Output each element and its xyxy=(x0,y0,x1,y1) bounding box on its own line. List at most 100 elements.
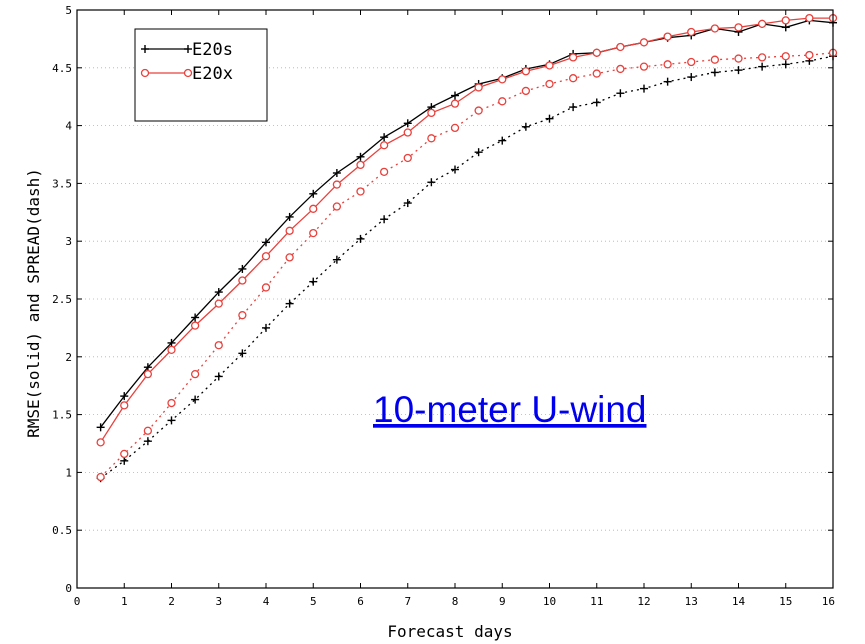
e20x-spread-point xyxy=(616,64,625,74)
legend-marker-e20x xyxy=(183,68,193,78)
e20s-spread-point xyxy=(592,98,601,107)
e20x-spread-point xyxy=(190,369,200,379)
x-tick-label: 0 xyxy=(74,595,81,608)
y-tick-label: 0 xyxy=(65,582,72,595)
e20s-spread-point xyxy=(758,62,767,71)
e20s-spread-point xyxy=(120,456,129,465)
e20x-rmse-point xyxy=(805,13,814,23)
axis-ticks: 00.511.522.533.544.550 1 2 3 4 5 6 7 8 9 10 11 12 13 1… xyxy=(52,4,835,608)
e20s-spread-point xyxy=(734,66,743,75)
e20s-spread-point xyxy=(332,255,341,264)
e20s-spread-point xyxy=(356,234,365,243)
e20x-rmse-point xyxy=(687,27,696,37)
e20s-spread-point xyxy=(569,103,578,112)
e20x-spread-point xyxy=(379,167,389,176)
e20x-spread-point xyxy=(498,97,507,106)
e20x-spread-point xyxy=(639,62,649,71)
x-tick-label: 12 xyxy=(637,595,650,608)
y-tick-label: 4 xyxy=(65,120,72,133)
y-tick-label: 1.5 xyxy=(52,409,72,422)
e20s-spread-point xyxy=(167,416,176,425)
e20x-spread-point xyxy=(568,74,578,83)
legend-box xyxy=(134,28,268,122)
y-tick-label: 5 xyxy=(65,4,72,17)
e20x-spread-point xyxy=(96,472,105,482)
e20s-spread-point xyxy=(545,114,554,123)
e20s-spread-point xyxy=(474,148,483,157)
e20s-spread-point xyxy=(309,277,318,286)
y-tick-label: 3 xyxy=(65,235,72,248)
legend-marker-e20s xyxy=(141,45,149,53)
y-axis-title: RMSE(solid) and SPREAD(dash) xyxy=(24,168,43,438)
e20x-rmse-point xyxy=(96,438,105,447)
y-tick-label: 1 xyxy=(65,466,72,479)
e20x-rmse-point xyxy=(120,401,129,410)
e20x-rmse-point xyxy=(356,160,365,170)
e20x-spread-point xyxy=(450,123,460,133)
x-tick-label: 5 xyxy=(310,595,317,608)
e20x-rmse-point xyxy=(403,128,412,137)
e20s-rmse-point xyxy=(143,363,152,372)
e20s-spread-point xyxy=(687,73,696,82)
e20x-rmse-point xyxy=(545,61,554,70)
e20s-rmse-point xyxy=(214,288,223,297)
e20x-rmse-point xyxy=(285,226,294,235)
e20x-rmse-point xyxy=(616,42,625,52)
x-tick-label: 13 xyxy=(685,595,698,608)
e20x-spread-point xyxy=(285,253,294,262)
x-tick-label: 1 xyxy=(121,595,128,608)
e20s-rmse-point xyxy=(332,168,341,177)
e20x-rmse-point xyxy=(450,99,460,108)
y-tick-label: 4.5 xyxy=(52,62,72,75)
e20x-spread-point xyxy=(545,79,554,89)
e20s-rmse-point xyxy=(262,238,270,247)
e20s-rmse-point xyxy=(285,212,294,221)
e20s-spread-point xyxy=(640,84,648,93)
e20x-rmse-point xyxy=(781,16,790,25)
e20s-rmse-point xyxy=(238,264,247,273)
e20s-spread-point xyxy=(498,136,507,145)
e20s-rmse-point xyxy=(167,338,176,347)
x-tick-label: 10 xyxy=(543,595,556,608)
x-tick-label: 6 xyxy=(357,595,364,608)
e20x-rmse-point xyxy=(427,108,436,118)
e20s-spread-point xyxy=(427,178,436,187)
e20x-rmse-point xyxy=(143,369,153,379)
x-tick-label: 4 xyxy=(263,595,270,608)
legend-label-e20x: E20x xyxy=(192,64,233,84)
e20x-spread-point xyxy=(403,153,412,163)
y-tick-label: 0.5 xyxy=(52,524,72,537)
e20x-spread-point xyxy=(521,86,531,96)
e20s-rmse-point xyxy=(356,152,365,161)
e20x-rmse-point xyxy=(167,345,176,355)
e20s-spread-point xyxy=(710,68,719,77)
e20x-rmse-point xyxy=(521,67,531,76)
e20s-rmse-point xyxy=(380,133,389,142)
e20x-rmse-point xyxy=(757,19,767,29)
legend-marker-e20s xyxy=(184,45,192,53)
e20s-spread-point xyxy=(403,199,412,208)
x-tick-label: 14 xyxy=(732,595,746,608)
legend-marker-e20x xyxy=(140,68,150,78)
e20x-spread-point xyxy=(781,52,790,61)
e20x-rmse-point xyxy=(309,204,318,213)
e20x-spread-point xyxy=(757,53,767,62)
e20x-spread-point xyxy=(805,50,814,60)
e20x-spread-point xyxy=(734,54,743,63)
e20s-spread-point xyxy=(214,372,223,381)
e20x-rmse-point xyxy=(474,83,483,92)
annotation-link-10m-u-wind[interactable]: 10-meter U-wind xyxy=(373,389,646,430)
e20s-spread-point xyxy=(238,349,247,358)
legend: E20s E20x xyxy=(134,28,268,122)
e20x-spread-point xyxy=(474,106,483,115)
e20x-spread-line xyxy=(100,52,834,478)
x-tick-label: 9 xyxy=(499,595,506,608)
e20s-rmse-point xyxy=(403,119,412,128)
x-axis-title: Forecast days xyxy=(387,622,512,641)
e20x-spread-point xyxy=(214,341,223,350)
e20s-spread-point xyxy=(616,89,625,98)
y-tick-label: 3.5 xyxy=(52,177,72,190)
e20s-rmse-point xyxy=(96,423,105,432)
e20x-spread-point xyxy=(143,426,153,435)
